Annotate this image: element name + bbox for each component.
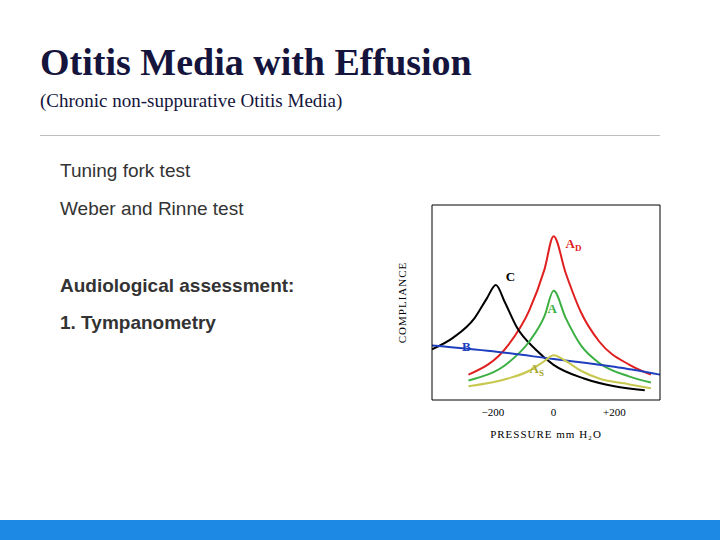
html-text:Otitis Media with Effusion: Otitis Media with Effusion [40, 41, 472, 83]
html-text:1. Tympanometry: 1. Tympanometry [60, 312, 216, 333]
svg-text:PRESSURE mm H₂O: PRESSURE mm H₂O [490, 428, 602, 440]
svg-text:AD: AD [566, 236, 582, 253]
html-text:Audiological assessment:: Audiological assessment: [60, 275, 295, 296]
html-text:Tuning fork test: Tuning fork test [60, 160, 191, 181]
svg-text:A: A [548, 301, 558, 316]
svg-text:0: 0 [551, 406, 557, 418]
svg-text:−200: −200 [481, 406, 504, 418]
html-text:Weber and Rinne test: Weber and Rinne test [60, 198, 244, 219]
svg-text:+200: +200 [603, 406, 626, 418]
svg-text:COMPLIANCE: COMPLIANCE [396, 262, 408, 344]
svg-text:AS: AS [530, 361, 544, 378]
html-text:(Chronic non-suppurative Otiti: (Chronic non-suppurative Otitis Media) [40, 90, 343, 111]
svg-text:B: B [462, 339, 471, 354]
svg-text:C: C [506, 269, 515, 284]
